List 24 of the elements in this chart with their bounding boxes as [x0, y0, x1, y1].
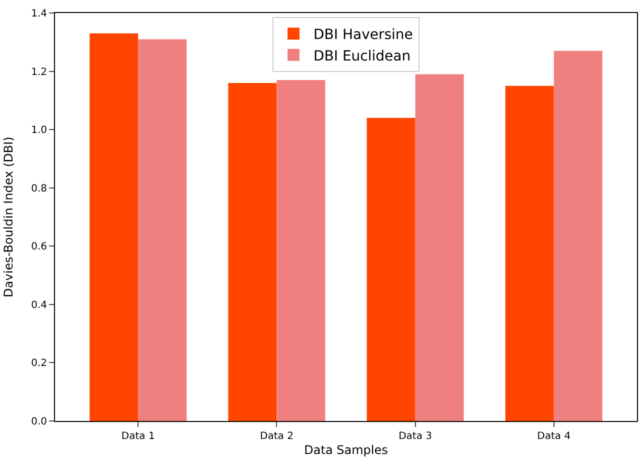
y-tick-label: 0.2	[31, 358, 47, 370]
legend-label: DBI Haversine	[314, 27, 413, 44]
y-tick-label: 1.2	[31, 66, 47, 78]
bar	[554, 50, 602, 421]
bar	[415, 74, 464, 421]
y-tick-label: 0.8	[31, 183, 47, 194]
x-axis-title: Data Samples	[304, 442, 388, 457]
bar	[276, 80, 326, 421]
x-tick-label: Data 4	[537, 431, 571, 442]
y-tick-label: 1.4	[31, 8, 47, 20]
y-tick-label: 0.0	[31, 416, 47, 428]
y-tick-label: 0.4	[31, 300, 47, 311]
legend-label: DBI Euclidean	[314, 48, 411, 64]
x-tick-label: Data 3	[398, 431, 432, 442]
y-tick-label: 0.6	[31, 242, 47, 253]
bar	[228, 82, 277, 421]
x-tick-label: Data 1	[121, 431, 155, 442]
y-axis-title: Davies-Bouldin Index (DBI)	[1, 136, 16, 298]
bar	[90, 33, 138, 421]
bar	[505, 86, 554, 421]
bar	[366, 118, 416, 421]
y-tick-label: 1.0	[31, 125, 47, 136]
x-tick-label: Data 2	[260, 431, 294, 442]
bar	[138, 39, 187, 421]
